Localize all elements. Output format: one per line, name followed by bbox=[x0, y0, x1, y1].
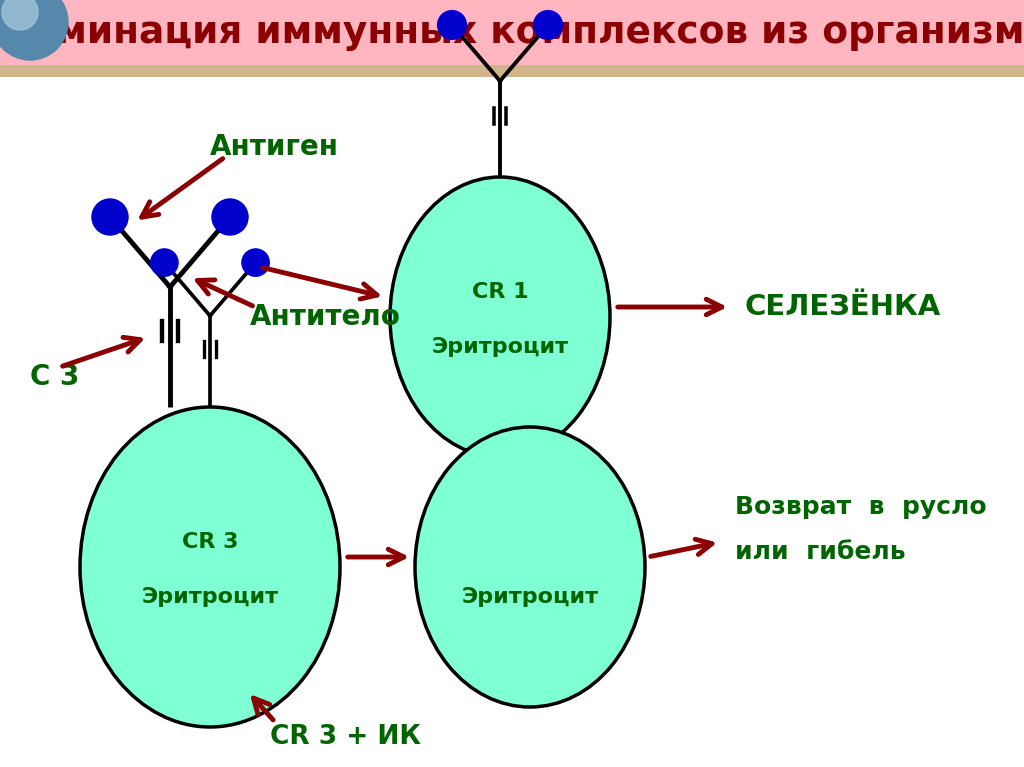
Circle shape bbox=[534, 11, 562, 39]
Text: Элиминация иммунных комплексов из организма: Элиминация иммунных комплексов из органи… bbox=[0, 15, 1024, 51]
Text: CR 3: CR 3 bbox=[181, 532, 239, 552]
Text: С 3: С 3 bbox=[30, 363, 80, 391]
Circle shape bbox=[437, 11, 466, 39]
Circle shape bbox=[0, 0, 68, 60]
Ellipse shape bbox=[390, 177, 610, 457]
Circle shape bbox=[212, 199, 248, 235]
Text: Антитело: Антитело bbox=[250, 303, 400, 331]
Circle shape bbox=[92, 199, 128, 235]
Text: Эритроцит: Эритроцит bbox=[431, 337, 568, 357]
Circle shape bbox=[151, 249, 178, 276]
Text: Эритроцит: Эритроцит bbox=[141, 587, 279, 607]
Text: CR 1: CR 1 bbox=[472, 282, 528, 302]
Text: СЕЛЕЗЁНКА: СЕЛЕЗЁНКА bbox=[745, 293, 941, 321]
Ellipse shape bbox=[80, 407, 340, 727]
Circle shape bbox=[2, 0, 38, 30]
FancyBboxPatch shape bbox=[0, 65, 1024, 77]
FancyBboxPatch shape bbox=[0, 0, 1024, 67]
Text: CR 3 + ИК: CR 3 + ИК bbox=[270, 724, 421, 750]
Text: Эритроцит: Эритроцит bbox=[462, 587, 599, 607]
Text: или  гибель: или гибель bbox=[735, 540, 905, 564]
Text: Возврат  в  русло: Возврат в русло bbox=[735, 495, 987, 519]
Ellipse shape bbox=[415, 427, 645, 707]
Circle shape bbox=[242, 249, 269, 276]
Text: Антиген: Антиген bbox=[210, 133, 339, 161]
